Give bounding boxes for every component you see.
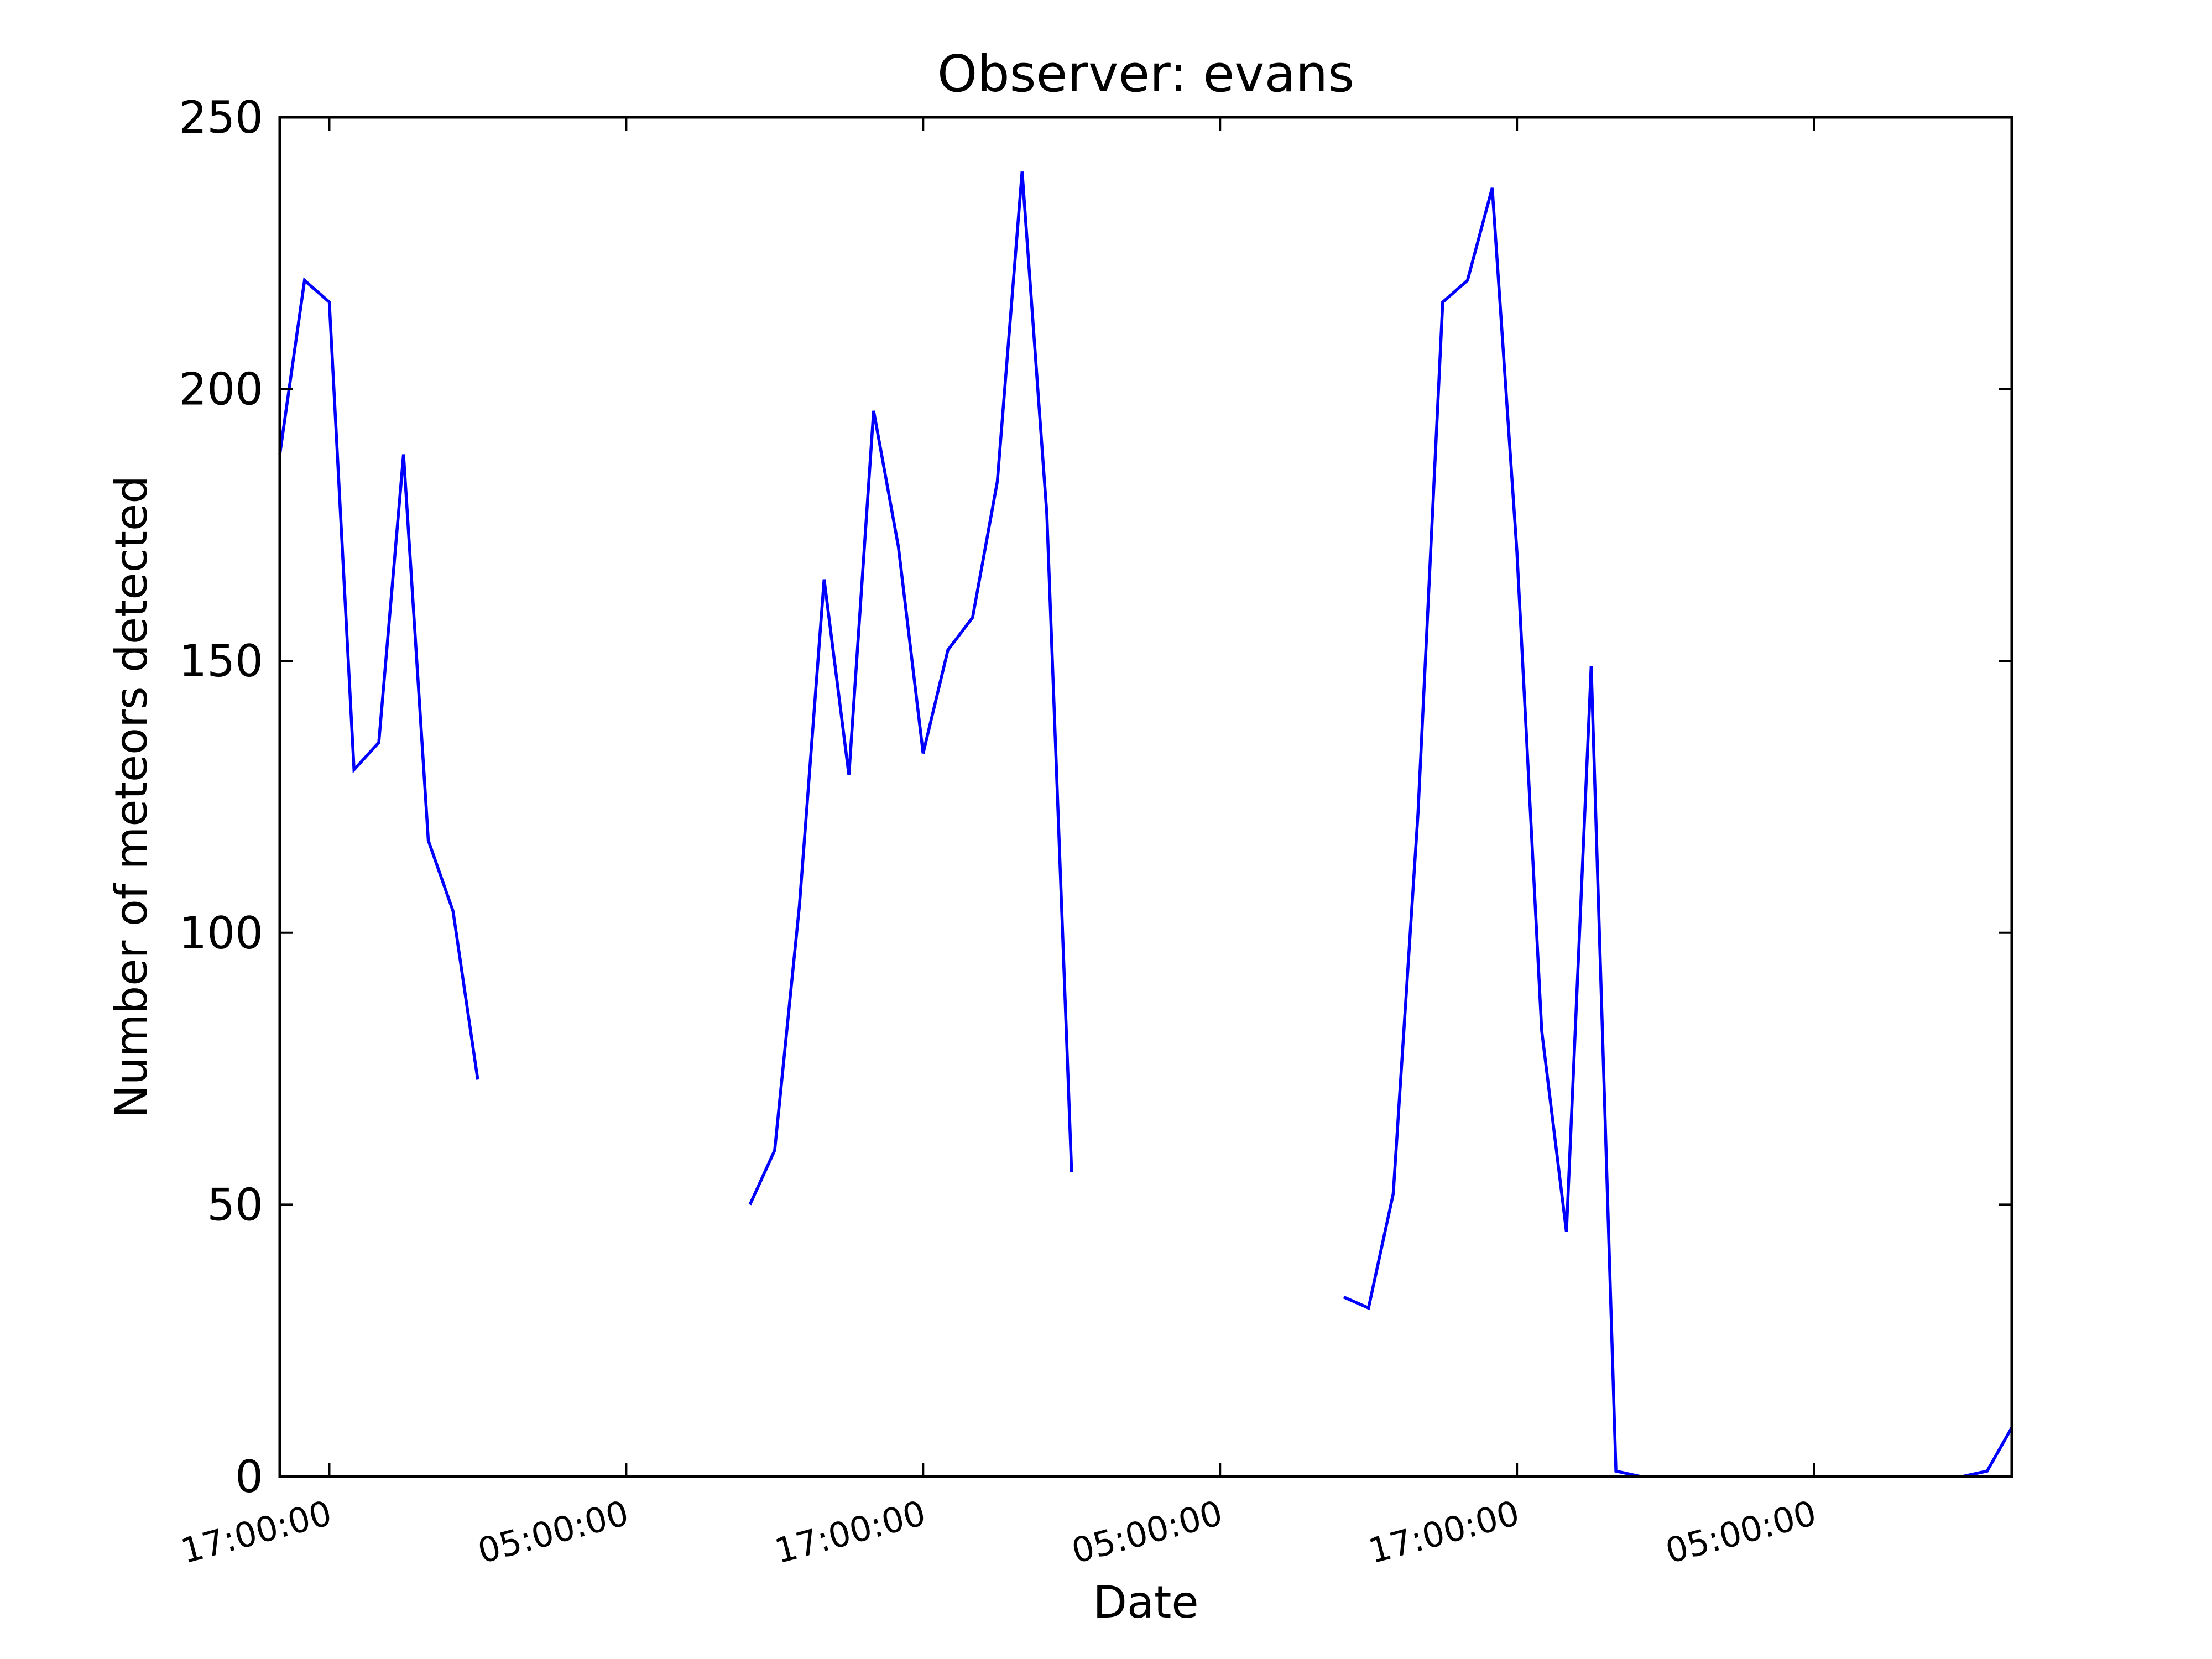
axes-frame (278, 116, 2013, 1478)
y-tick-label: 0 (235, 1451, 263, 1503)
y-tick-label: 150 (179, 635, 263, 687)
y-tick-label: 100 (179, 907, 263, 959)
y-axis-label: Number of meteors detected (106, 476, 157, 1118)
y-tick-label: 250 (179, 92, 263, 143)
series-line-segment (748, 171, 1073, 1206)
x-axis-label: Date (1093, 1577, 1198, 1628)
chart-title: Observer: evans (937, 44, 1354, 103)
y-tick-label: 50 (207, 1179, 263, 1230)
series-line-segment (278, 277, 479, 1080)
y-tick-label: 200 (179, 364, 263, 415)
